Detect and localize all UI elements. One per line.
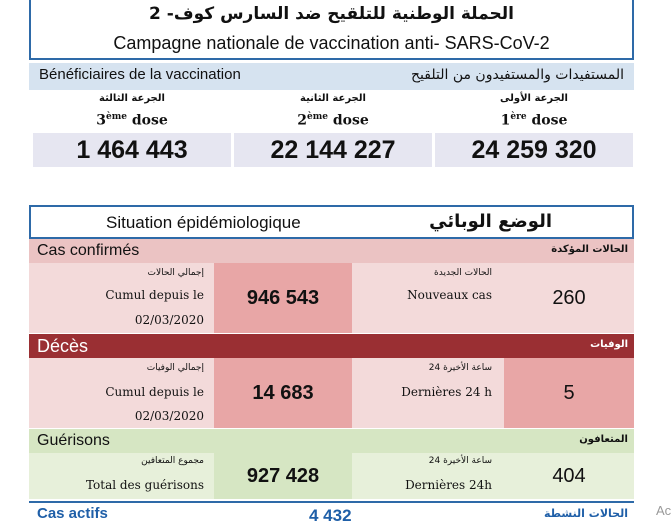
epi-title-ar: الوضع الوبائي xyxy=(429,211,552,232)
dose-3-value: 1 464 443 xyxy=(33,133,231,167)
deaths-label-fr: Décès xyxy=(37,336,89,356)
recovered-cumul-value: 927 428 xyxy=(214,453,352,499)
deaths-new-value: 5 xyxy=(504,358,634,428)
dose-1-value: 24 259 320 xyxy=(435,133,633,167)
active-row: Cas actifs 4 432 الحالات النشطة xyxy=(29,501,634,529)
title-box: الحملة الوطنية للتلقيح ضد السارس كوف- 2 … xyxy=(29,0,634,60)
recovered-new-ar: 24 ساعة الأخيرة xyxy=(428,456,492,466)
epi-title-box: Situation épidémiologique الوضع الوبائي xyxy=(29,205,634,239)
confirmed-header: Cas confirmés الحالات المؤكدة xyxy=(29,239,634,263)
edge-text: Ac xyxy=(656,503,671,518)
title-french: Campagne nationale de vaccination anti- … xyxy=(113,33,550,53)
dose-2-label-ar: الجرعة الثانية xyxy=(300,93,366,104)
dose-2-value: 22 144 227 xyxy=(234,133,432,167)
confirmed-label-fr: Cas confirmés xyxy=(37,242,140,259)
recovered-cumul-fr: Total des guérisons xyxy=(85,478,204,492)
confirmed-new-fr: Nouveaux cas xyxy=(407,288,492,302)
beneficiaries-label-fr: Bénéficiaires de la vaccination xyxy=(39,66,241,83)
deaths-new-ar: 24 ساعة الأخيرة xyxy=(428,363,492,373)
dose-1-label-fr: 1ère dose xyxy=(500,112,568,129)
confirmed-cumul-value: 946 543 xyxy=(214,263,352,333)
active-label-ar: الحالات النشطة xyxy=(543,507,628,520)
title-arabic: الحملة الوطنية للتلقيح ضد السارس كوف- 2 xyxy=(149,4,514,24)
confirmed-cumul-fr-1: Cumul depuis le xyxy=(105,288,204,302)
confirmed-row: إجمالي الحالات Cumul depuis le 02/03/202… xyxy=(29,263,634,333)
recovered-new-value: 404 xyxy=(552,465,586,487)
dose-1-column: الجرعة الأولى 1ère dose 24 259 320 xyxy=(435,93,633,171)
deaths-header: Décès الوفيات xyxy=(29,334,634,358)
dose-3-column: الجرعة الثالثة 3ème dose 1 464 443 xyxy=(33,93,231,171)
recovered-new-fr: Dernières 24h xyxy=(405,478,492,492)
deaths-new-fr: Dernières 24 h xyxy=(401,385,492,399)
active-value: 4 432 xyxy=(309,506,352,525)
deaths-cumul-ar: إجمالي الوفيات xyxy=(146,363,204,373)
active-label-fr: Cas actifs xyxy=(37,505,108,522)
confirmed-new-value: 260 xyxy=(552,287,586,309)
deaths-row: إجمالي الوفيات Cumul depuis le 02/03/202… xyxy=(29,358,634,428)
confirmed-cumul-ar: إجمالي الحالات xyxy=(147,268,204,278)
recovered-header: Guérisons المتعافون xyxy=(29,429,634,453)
confirmed-new-ar: الحالات الجديدة xyxy=(434,268,492,278)
deaths-label-ar: الوفيات xyxy=(590,339,628,350)
dose-1-label-ar: الجرعة الأولى xyxy=(500,93,568,104)
recovered-cumul-ar: مجموع المتعافين xyxy=(141,456,204,466)
deaths-cumul-fr-2: 02/03/2020 xyxy=(134,409,204,423)
beneficiaries-band: Bénéficiaires de la vaccination المستفيد… xyxy=(29,63,634,90)
epi-title-fr: Situation épidémiologique xyxy=(106,213,301,232)
deaths-cumul-value: 14 683 xyxy=(214,358,352,428)
recovered-row: مجموع المتعافين Total des guérisons 927 … xyxy=(29,453,634,499)
deaths-cumul-fr-1: Cumul depuis le xyxy=(105,385,204,399)
dose-2-column: الجرعة الثانية 2ème dose 22 144 227 xyxy=(234,93,432,171)
beneficiaries-label-ar: المستفيدات والمستفيدون من التلقيح xyxy=(411,67,624,83)
confirmed-label-ar: الحالات المؤكدة xyxy=(551,244,628,255)
confirmed-cumul-fr-2: 02/03/2020 xyxy=(134,313,204,327)
dose-3-label-ar: الجرعة الثالثة xyxy=(99,93,165,104)
recovered-label-ar: المتعافون xyxy=(579,434,628,445)
recovered-label-fr: Guérisons xyxy=(37,432,110,449)
dose-3-label-fr: 3ème dose xyxy=(96,112,168,129)
dose-2-label-fr: 2ème dose xyxy=(297,112,369,129)
